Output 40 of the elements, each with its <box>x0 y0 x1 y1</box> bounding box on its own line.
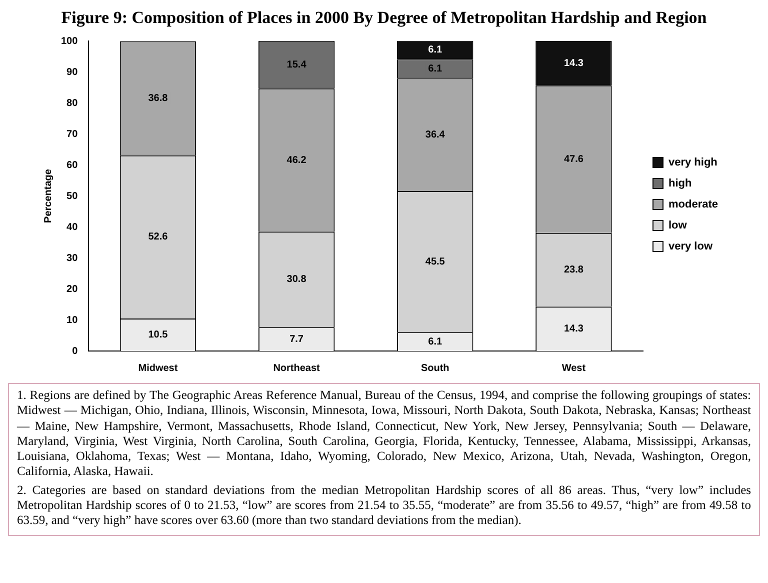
y-tick-label: 60 <box>66 160 78 171</box>
data-label: 6.1 <box>428 63 443 74</box>
x-tick-label: West <box>562 362 586 374</box>
legend-label: low <box>668 220 688 232</box>
y-tick-label: 0 <box>72 346 78 357</box>
data-label: 36.8 <box>148 93 168 104</box>
data-label: 14.3 <box>564 58 584 69</box>
text: 1. Regions are defined by The Geographic Areas Reference Manual, Bureau of the Census, 1994, and comprise the following groupings of states: Midwest — Michigan, Ohio, Indiana, Illinois, Wisconsin, Minnesota, Iowa, Missouri, North Dakota, South Dakota, Nebraska, Kansas; Northeast — Maine, New Hampshire, Vermont, Massachusetts, Rhode Island, Connecticut, New York, New Jersey, Pennsylvania; South — Delaware, Maryland, Virginia, West Virginia, North Carolina, South Carolina, Georgia, Florida, Kentucky, Tennessee, Alabama, Mississippi, Arkansas, Louisiana, Oklahoma, Texas; West — Montana, Idaho, Wyoming, Colorado, New Mexico, Arizona, Utah, Nevada, Washington, Oregon, California, Alaska, Hawaii. <box>17 388 751 480</box>
x-tick-label: South <box>420 362 450 374</box>
data-label: 36.4 <box>425 129 446 140</box>
y-tick-label: 20 <box>66 284 78 295</box>
data-label: 14.3 <box>564 324 584 335</box>
data-label: 46.2 <box>286 154 307 166</box>
data-label: 30.8 <box>286 274 307 286</box>
legend-label: high <box>668 178 692 190</box>
y-tick-label: 100 <box>60 36 78 47</box>
y-axis-title: Percentage <box>42 168 54 223</box>
legend-label: moderate <box>668 198 718 211</box>
data-label: 52.6 <box>148 232 168 243</box>
data-label: 7.7 <box>290 334 304 345</box>
chart-title: Figure 9: Composition of Places in 2000 By Degree of Metropolitan Hardship and Region <box>60 8 708 28</box>
text: 2. Categories are based on standard deviations from the median Metropolitan Hardship scores of all 86 areas. Thus, “very low” includes Metropolitan Hardship scores of 0 to 21.53, “low” are scores from 21.54 to 35.55, “moderate” are from 35.56 to 49.57, “high” are from 49.58 to 63.59, and “very high” have scores over 63.60 (more than two standard deviations from the median). <box>17 482 751 528</box>
legend-label: very high <box>668 156 718 169</box>
y-tick-label: 50 <box>66 190 78 202</box>
y-tick-label: 70 <box>66 128 78 140</box>
data-label: 23.8 <box>564 264 584 276</box>
data-label: 6.1 <box>428 336 443 348</box>
data-label: 45.5 <box>425 256 446 268</box>
data-label: 47.6 <box>564 154 584 165</box>
legend-label: very low <box>668 240 713 253</box>
y-tick-label: 80 <box>66 98 78 109</box>
data-label: 10.5 <box>148 329 168 340</box>
data-label: 6.1 <box>428 44 443 56</box>
y-tick-label: 90 <box>66 66 78 78</box>
y-tick-label: 10 <box>66 314 78 326</box>
y-tick-label: 30 <box>66 252 78 264</box>
data-label: 15.4 <box>286 59 307 70</box>
x-tick-label: Midwest <box>138 362 178 374</box>
y-tick-label: 40 <box>66 222 78 233</box>
x-tick-label: Northeast <box>273 362 321 374</box>
